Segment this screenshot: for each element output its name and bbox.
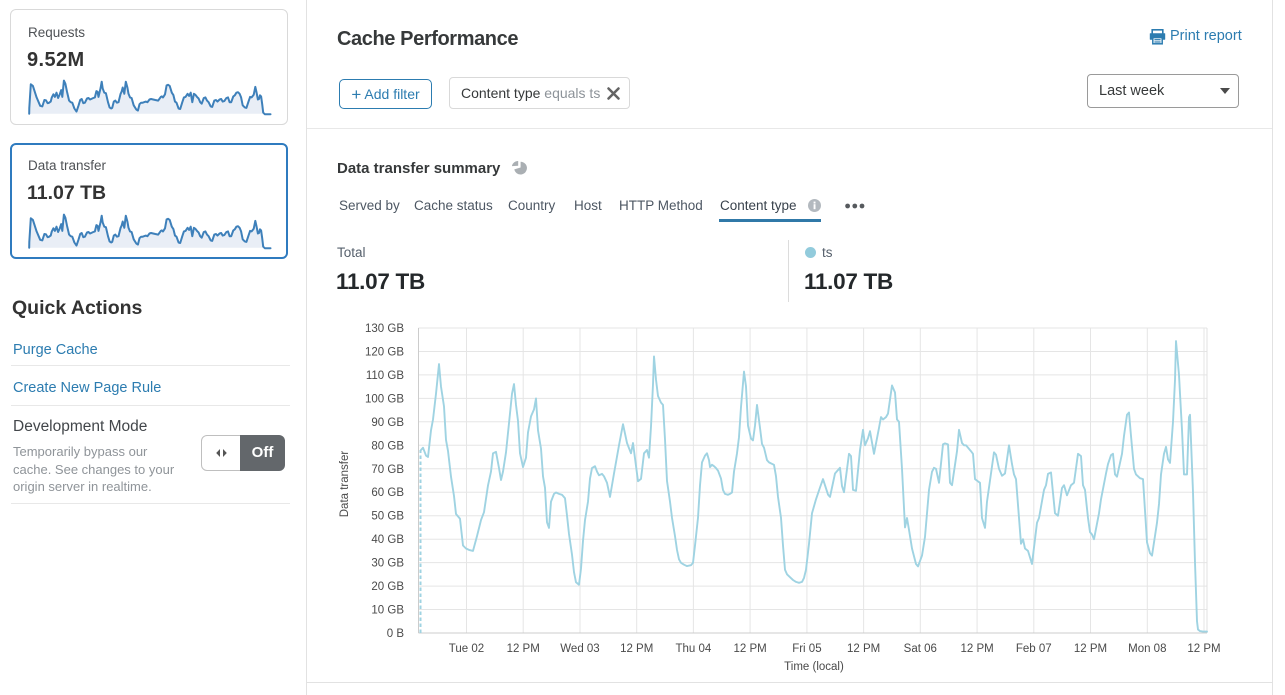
svg-text:12 PM: 12 PM [1187,643,1220,655]
svg-text:12 PM: 12 PM [620,643,653,655]
svg-text:30 GB: 30 GB [371,558,404,570]
svg-text:60 GB: 60 GB [371,487,404,499]
svg-text:10 GB: 10 GB [371,605,404,617]
svg-text:12 PM: 12 PM [507,643,540,655]
svg-text:Tue 02: Tue 02 [449,643,484,655]
svg-text:Time (local): Time (local) [784,661,844,673]
svg-text:100 GB: 100 GB [365,393,404,405]
svg-text:130 GB: 130 GB [365,323,404,335]
svg-text:Sat 06: Sat 06 [904,643,937,655]
svg-text:110 GB: 110 GB [366,370,404,382]
svg-text:50 GB: 50 GB [371,511,404,523]
svg-text:70 GB: 70 GB [371,464,404,476]
svg-text:Thu 04: Thu 04 [675,643,711,655]
svg-text:120 GB: 120 GB [365,347,404,359]
svg-text:20 GB: 20 GB [371,581,404,593]
svg-text:40 GB: 40 GB [371,534,404,546]
svg-text:Feb 07: Feb 07 [1016,643,1052,655]
svg-text:12 PM: 12 PM [847,643,880,655]
svg-text:12 PM: 12 PM [960,643,993,655]
svg-text:Fri 05: Fri 05 [792,643,821,655]
svg-text:12 PM: 12 PM [733,643,766,655]
svg-text:Mon 08: Mon 08 [1128,643,1166,655]
svg-text:Data transfer: Data transfer [339,451,351,518]
svg-text:Wed 03: Wed 03 [560,643,599,655]
svg-text:0 B: 0 B [387,628,405,640]
svg-text:80 GB: 80 GB [371,440,404,452]
svg-text:12 PM: 12 PM [1074,643,1107,655]
svg-text:90 GB: 90 GB [371,417,404,429]
